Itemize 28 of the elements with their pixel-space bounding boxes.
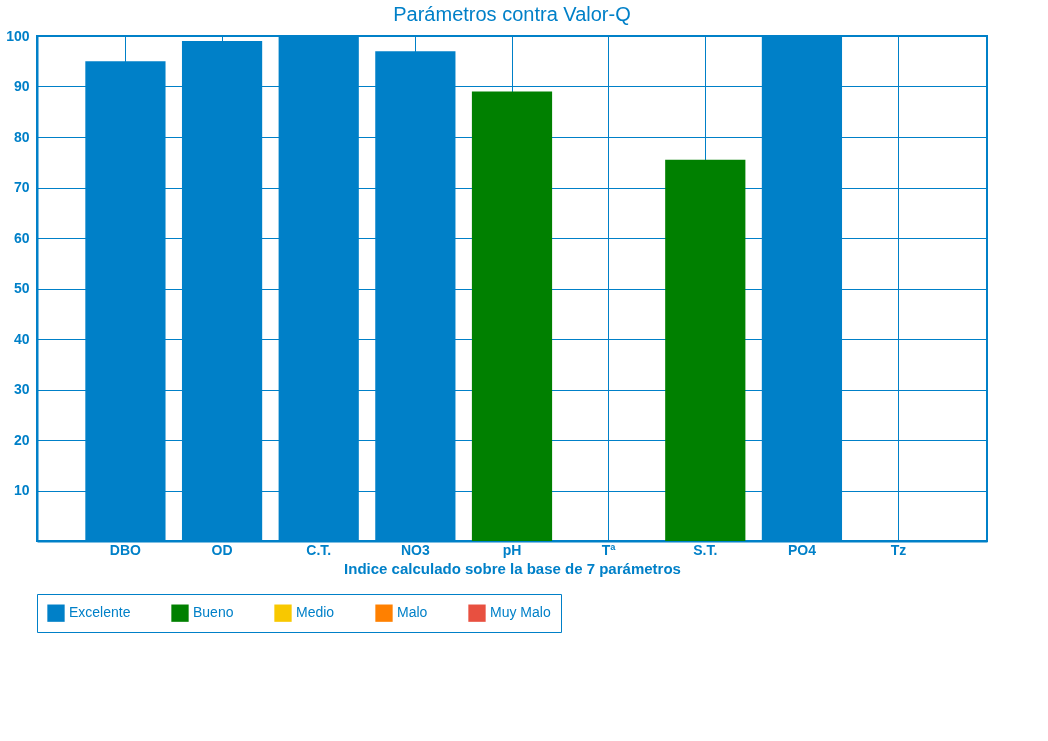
x-tick-label: Tª <box>601 541 617 558</box>
y-tick-label: 20 <box>13 431 30 448</box>
bar <box>665 159 746 541</box>
legend-label: Bueno <box>193 604 234 621</box>
y-tick-label: 90 <box>13 78 30 94</box>
x-tick-label: Tz <box>890 541 907 558</box>
x-tick-label: OD <box>211 541 233 558</box>
x-tick-label: pH <box>502 541 522 558</box>
y-tick-label: 30 <box>13 381 30 397</box>
x-axis-title: Indice calculado sobre la base de 7 parámetros <box>344 559 681 577</box>
y-tick-label: 50 <box>13 280 30 296</box>
y-tick-label: 10 <box>13 482 30 498</box>
legend-label: Excelente <box>69 604 131 621</box>
legend-label: Muy Malo <box>490 604 551 621</box>
legend-label: Medio <box>296 604 335 621</box>
x-tick-label: PO4 <box>787 541 817 558</box>
y-tick-label: 60 <box>13 229 30 246</box>
x-tick-label: S.T. <box>693 541 718 558</box>
x-tick-label: NO3 <box>400 541 430 558</box>
y-tick-label: 40 <box>13 330 30 347</box>
y-tick-label: 80 <box>13 128 30 145</box>
y-tick-label: 100 <box>6 27 30 44</box>
bar <box>471 91 553 541</box>
chart-title: Parámetros contra Valor-Q <box>393 3 631 25</box>
legend-label: Malo <box>397 604 428 621</box>
y-tick-label: 70 <box>13 179 30 195</box>
x-tick-label: C.T. <box>306 541 332 558</box>
x-tick-label: DBO <box>109 541 142 558</box>
